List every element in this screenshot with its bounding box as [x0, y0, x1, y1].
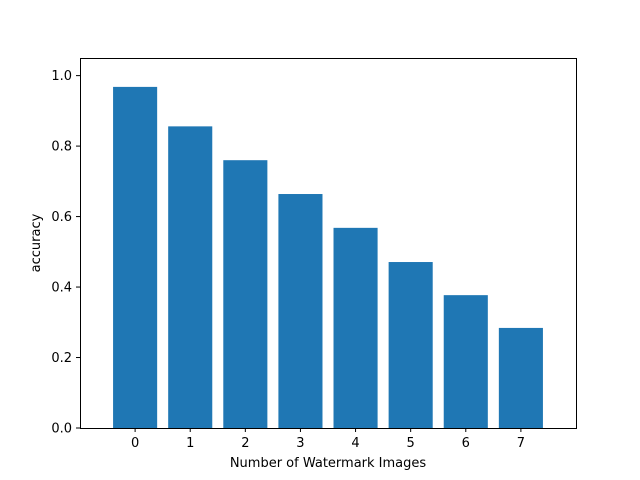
y-tick-label: 0.4 — [51, 281, 72, 296]
x-tick-label: 2 — [241, 436, 249, 451]
bar-7 — [498, 327, 543, 428]
x-tick-label: 6 — [462, 436, 470, 451]
bar-0 — [113, 86, 158, 429]
y-axis-ticks: 0.0 0.2 0.4 0.6 0.8 1.0 — [51, 69, 80, 437]
y-axis-label: accuracy — [29, 213, 44, 272]
bar-2 — [223, 160, 268, 428]
x-tick-label: 0 — [131, 436, 139, 451]
bar-3 — [278, 194, 323, 428]
y-tick-label: 0.8 — [51, 140, 72, 155]
bar-4 — [333, 227, 378, 428]
x-tick-label: 1 — [186, 436, 194, 451]
x-tick-label: 4 — [351, 436, 359, 451]
plot-frame — [80, 58, 577, 429]
y-tick-label: 1.0 — [51, 69, 72, 84]
bar-1 — [168, 126, 213, 428]
x-axis-label: Number of Watermark Images — [230, 456, 427, 471]
y-tick-label: 0.6 — [51, 210, 72, 225]
bars-layer — [113, 86, 543, 429]
bar-5 — [388, 262, 433, 428]
x-tick-label: 3 — [296, 436, 304, 451]
y-tick-label: 0.0 — [51, 422, 72, 437]
bar-6 — [443, 295, 488, 428]
y-tick-label: 0.2 — [51, 351, 72, 366]
x-tick-label: 5 — [407, 436, 415, 451]
x-axis-ticks: 0 1 2 3 4 5 6 7 — [131, 428, 525, 451]
x-tick-label: 7 — [517, 436, 525, 451]
